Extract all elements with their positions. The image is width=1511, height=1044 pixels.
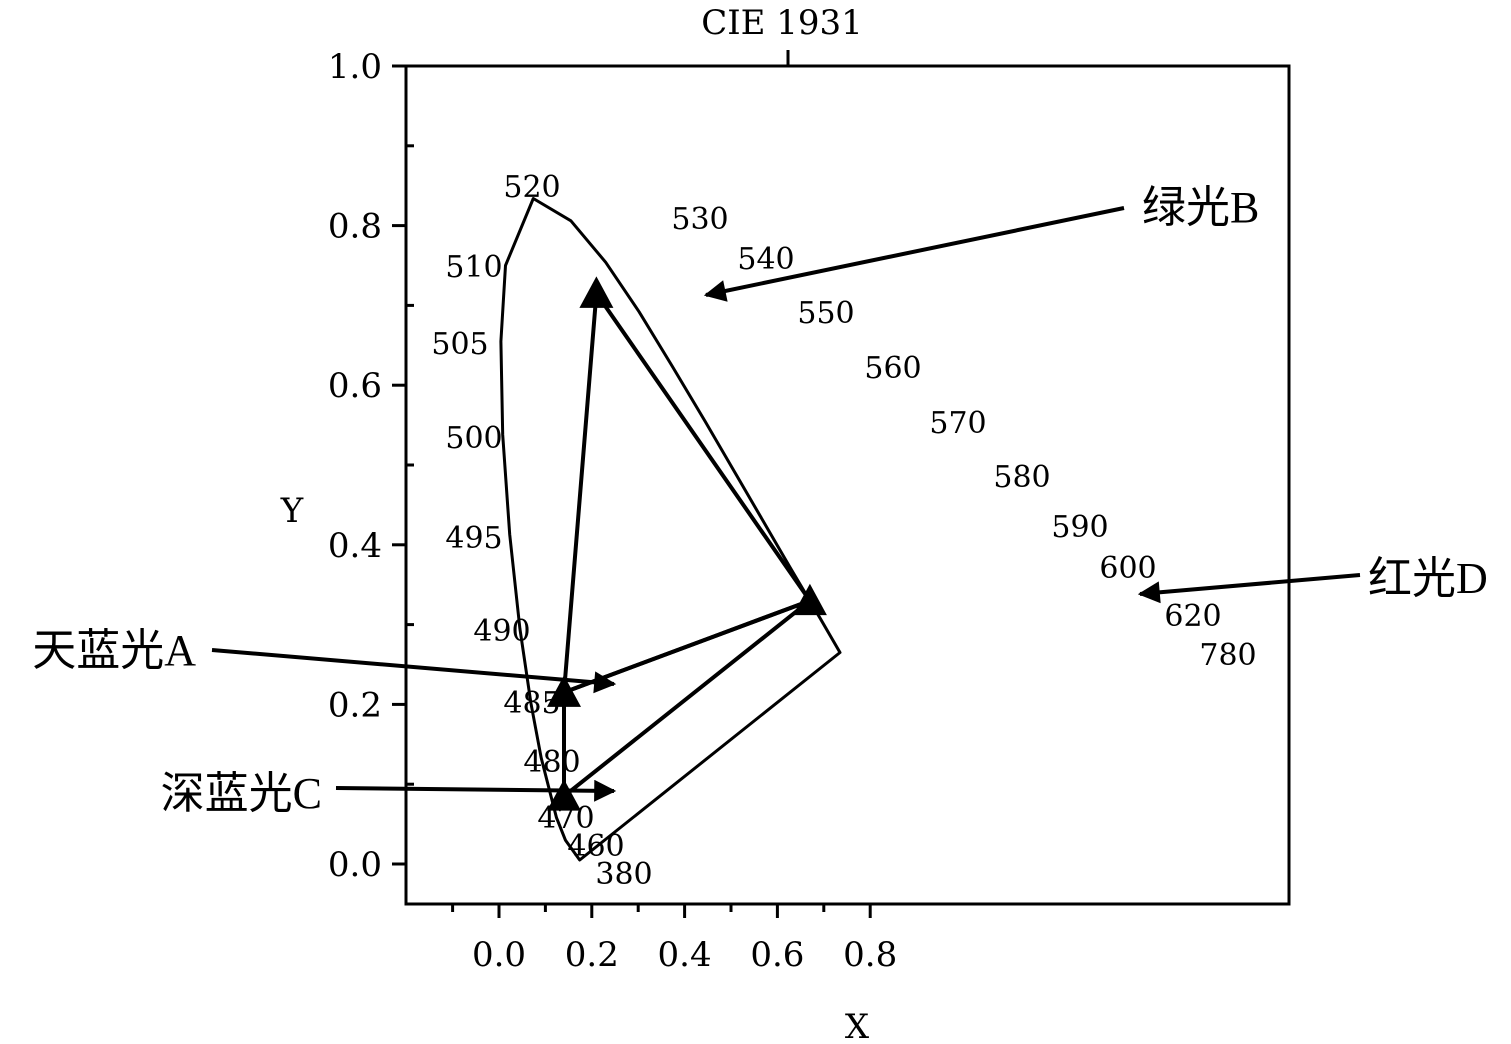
wavelength-label-495: 495 (445, 521, 502, 556)
wavelength-label-500: 500 (445, 421, 502, 456)
x-tick-label: 0.8 (843, 935, 897, 975)
wavelength-label-580: 580 (993, 460, 1050, 495)
x-tick-label: 0.6 (750, 935, 804, 975)
wavelength-label-505: 505 (431, 327, 488, 362)
axes: 0.0 0.2 0.4 0.6 0.8 0.0 0.2 0.4 0.6 0.8 1.0 (328, 47, 897, 975)
wavelength-label-570: 570 (929, 406, 986, 441)
wavelength-label-620: 620 (1164, 599, 1221, 634)
annotation-label-2: 天蓝光A (32, 626, 196, 675)
x-tick-label: 0.2 (565, 935, 619, 975)
annotations: 绿光B 红光D 天蓝光A 深蓝光C (32, 183, 1488, 818)
wavelength-label-520: 520 (503, 170, 560, 205)
plot-border (404, 64, 1291, 906)
y-tick-label: 0.8 (328, 207, 382, 247)
gamut-triangle-2 (562, 598, 812, 799)
annotation-label-0: 绿光B (1142, 183, 1259, 232)
annotation-arrow-1 (1137, 573, 1361, 604)
wavelength-label-510: 510 (445, 250, 502, 285)
wavelength-label-480: 480 (523, 745, 580, 780)
point-marker-1 (579, 276, 614, 308)
y-tick-label: 0.4 (328, 526, 382, 566)
spectral-locus: 3804604704804854904955005055105205305405… (431, 170, 1256, 892)
annotation-arrow-2 (211, 648, 617, 694)
wavelength-label-380: 380 (595, 857, 652, 892)
locus-outline (499, 197, 842, 862)
gamut-triangles (562, 291, 812, 799)
point-markers (547, 276, 827, 811)
plot-frame (404, 64, 1291, 906)
annotation-arrow-0 (703, 206, 1125, 302)
wavelength-label-560: 560 (864, 351, 921, 386)
wavelength-label-460: 460 (567, 829, 624, 864)
wavelength-label-540: 540 (737, 242, 794, 277)
point-marker-2 (547, 779, 581, 811)
wavelength-label-550: 550 (797, 296, 854, 331)
y-tick-label: 0.2 (328, 685, 382, 725)
wavelength-label-780: 780 (1199, 638, 1256, 673)
point-marker-3 (792, 583, 827, 616)
annotation-arrow-3 (335, 779, 617, 802)
annotation-label-3: 深蓝光C (161, 769, 322, 818)
y-tick-label: 0.0 (328, 845, 382, 885)
y-tick-label: 0.6 (328, 366, 382, 406)
x-axis-label: X (845, 1007, 870, 1044)
wavelength-label-590: 590 (1051, 510, 1108, 545)
wavelength-label-600: 600 (1099, 551, 1156, 586)
y-axis-label: Y (280, 491, 304, 531)
wavelength-label-490: 490 (473, 614, 530, 649)
y-tick-label: 1.0 (328, 47, 382, 87)
annotation-label-1: 红光D (1368, 554, 1488, 603)
wavelength-label-530: 530 (671, 202, 728, 237)
chart-title: CIE 1931 (701, 3, 863, 43)
point-marker-0 (547, 675, 581, 707)
x-tick-label: 0.4 (658, 935, 712, 975)
x-tick-label: 0.0 (472, 935, 526, 975)
